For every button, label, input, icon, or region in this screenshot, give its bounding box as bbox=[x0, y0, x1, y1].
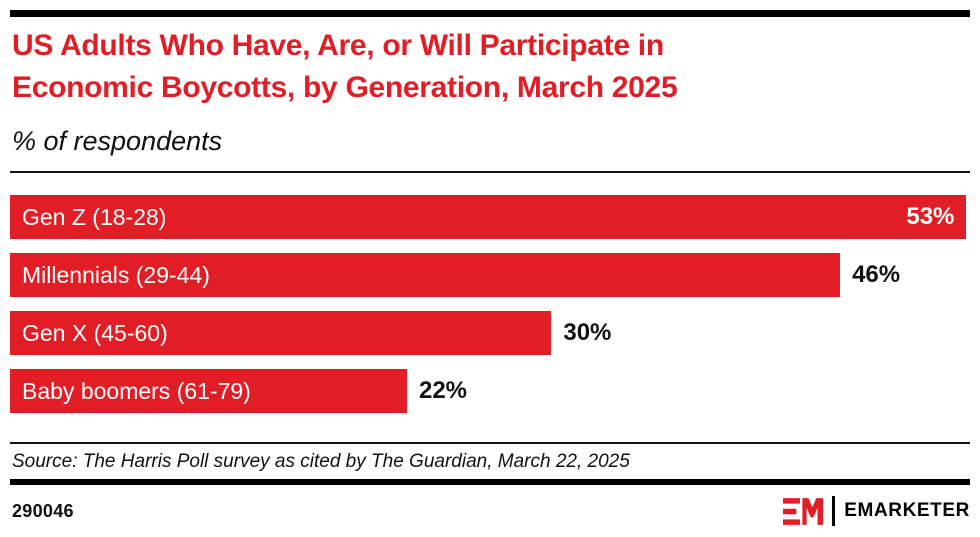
chart-title-line1: US Adults Who Have, Are, or Will Partici… bbox=[12, 29, 664, 62]
bar-row: Gen Z (18-28) 53% bbox=[10, 195, 970, 239]
bar-label: Gen X (45-60) bbox=[22, 319, 168, 346]
logo-wordmark: EMARKETER bbox=[844, 500, 970, 521]
divider-above-source bbox=[10, 442, 970, 444]
bar-value: 53% bbox=[906, 203, 955, 230]
bar-row: Baby boomers (61-79) 22% bbox=[10, 369, 970, 413]
chart-subtitle: % of respondents bbox=[12, 126, 223, 156]
chart-id: 290046 bbox=[12, 501, 74, 521]
bar-label: Millennials (29-44) bbox=[22, 261, 210, 288]
bar-chart-area: Gen Z (18-28) 53% Millennials (29-44) 46… bbox=[10, 195, 970, 413]
bar-value: 46% bbox=[852, 261, 901, 288]
bar-baby-boomers: Baby boomers (61-79) bbox=[10, 369, 407, 413]
top-accent-bar bbox=[10, 10, 970, 17]
bar-gen-z: Gen Z (18-28) 53% bbox=[10, 195, 967, 239]
bar-label: Gen Z (18-28) bbox=[22, 203, 167, 230]
bar-row: Gen X (45-60) 30% bbox=[10, 311, 970, 355]
bar-value: 30% bbox=[563, 319, 612, 346]
chart-title-line2: Economic Boycotts, by Generation, March … bbox=[12, 71, 678, 104]
emarketer-logo: EMARKETER bbox=[783, 495, 970, 527]
bar-millennials: Millennials (29-44) bbox=[10, 253, 841, 297]
source-note: Source: The Harris Poll survey as cited … bbox=[12, 451, 630, 472]
bar-label: Baby boomers (61-79) bbox=[22, 377, 251, 404]
footer-accent-bar bbox=[10, 479, 970, 485]
bar-value: 22% bbox=[418, 377, 468, 404]
logo-divider bbox=[832, 496, 836, 526]
chart-title: US Adults Who Have, Are, or Will Partici… bbox=[12, 25, 678, 109]
bar-row: Millennials (29-44) 46% bbox=[10, 253, 970, 297]
divider-under-subtitle bbox=[10, 171, 970, 173]
bar-gen-x: Gen X (45-60) bbox=[10, 311, 552, 355]
em-monogram-icon bbox=[783, 497, 824, 525]
